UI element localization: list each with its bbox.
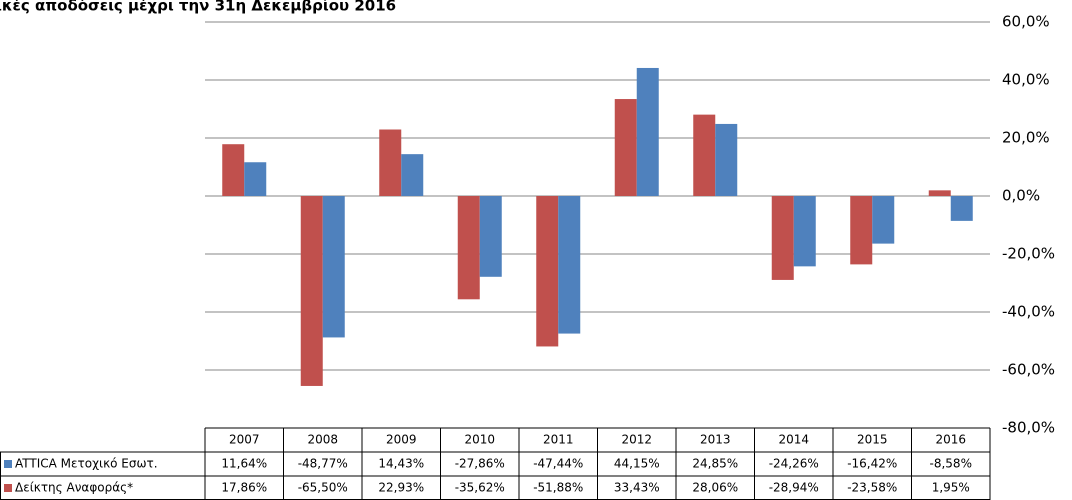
y-tick-label: 20,0%	[1002, 129, 1050, 147]
data-label: 17,86%	[221, 481, 267, 495]
data-label: -16,42%	[847, 457, 897, 471]
x-tick-label: 2014	[778, 433, 809, 447]
x-tick-label: 2012	[621, 433, 652, 447]
data-label: -23,58%	[847, 481, 897, 495]
x-tick-label: 2010	[464, 433, 495, 447]
y-tick-label: 0,0%	[1002, 187, 1040, 205]
data-label: -47,44%	[533, 457, 583, 471]
x-tick-label: 2015	[857, 433, 888, 447]
bar	[928, 190, 951, 196]
bar	[244, 162, 267, 196]
data-label: -35,62%	[455, 481, 505, 495]
data-label: 24,85%	[692, 457, 738, 471]
bar	[300, 196, 323, 386]
legend-swatch	[4, 484, 12, 492]
x-tick-label: 2013	[700, 433, 731, 447]
bar	[771, 196, 794, 280]
bar	[950, 196, 973, 221]
x-tick-label: 2008	[307, 433, 338, 447]
data-label: 1,95%	[932, 481, 970, 495]
legend-label: ATTICA Μετοχικό Εσωτ.	[15, 457, 158, 471]
y-tick-label: -60,0%	[1002, 361, 1055, 379]
bar	[457, 196, 480, 300]
legend-label: Δείκτης Αναφοράς*	[15, 481, 133, 495]
data-label: 22,93%	[378, 481, 424, 495]
data-label: -8,58%	[930, 457, 972, 471]
bar	[536, 196, 559, 347]
y-tick-label: 40,0%	[1002, 71, 1050, 89]
x-tick-label: 2009	[386, 433, 417, 447]
bar	[850, 196, 873, 265]
data-label: -48,77%	[298, 457, 348, 471]
bar	[379, 129, 402, 196]
data-label: 14,43%	[378, 457, 424, 471]
x-tick-label: 2016	[935, 433, 966, 447]
bar	[636, 67, 659, 196]
y-tick-label: 60,0%	[1002, 13, 1050, 31]
bar	[401, 154, 424, 196]
bar	[558, 196, 581, 334]
bar	[793, 196, 816, 267]
chart-title: ικές αποδόσεις μέχρι την 31η Δεκεμβρίου …	[0, 0, 396, 15]
data-label: -24,26%	[769, 457, 819, 471]
bar	[222, 144, 245, 196]
data-label: -28,94%	[769, 481, 819, 495]
bar	[872, 196, 895, 244]
legend-swatch	[4, 460, 12, 468]
data-label: 44,15%	[614, 457, 660, 471]
bar	[322, 196, 345, 338]
data-label: -65,50%	[298, 481, 348, 495]
y-tick-label: -20,0%	[1002, 245, 1055, 263]
y-tick-label: -80,0%	[1002, 419, 1055, 437]
bar	[479, 196, 502, 277]
data-label: -27,86%	[455, 457, 505, 471]
x-tick-label: 2011	[543, 433, 574, 447]
data-label: 33,43%	[614, 481, 660, 495]
bar	[614, 99, 637, 196]
x-tick-label: 2007	[229, 433, 260, 447]
data-label: 11,64%	[221, 457, 267, 471]
data-label: 28,06%	[692, 481, 738, 495]
data-label: -51,88%	[533, 481, 583, 495]
bar	[693, 114, 716, 196]
bar	[715, 123, 738, 196]
y-tick-label: -40,0%	[1002, 303, 1055, 321]
